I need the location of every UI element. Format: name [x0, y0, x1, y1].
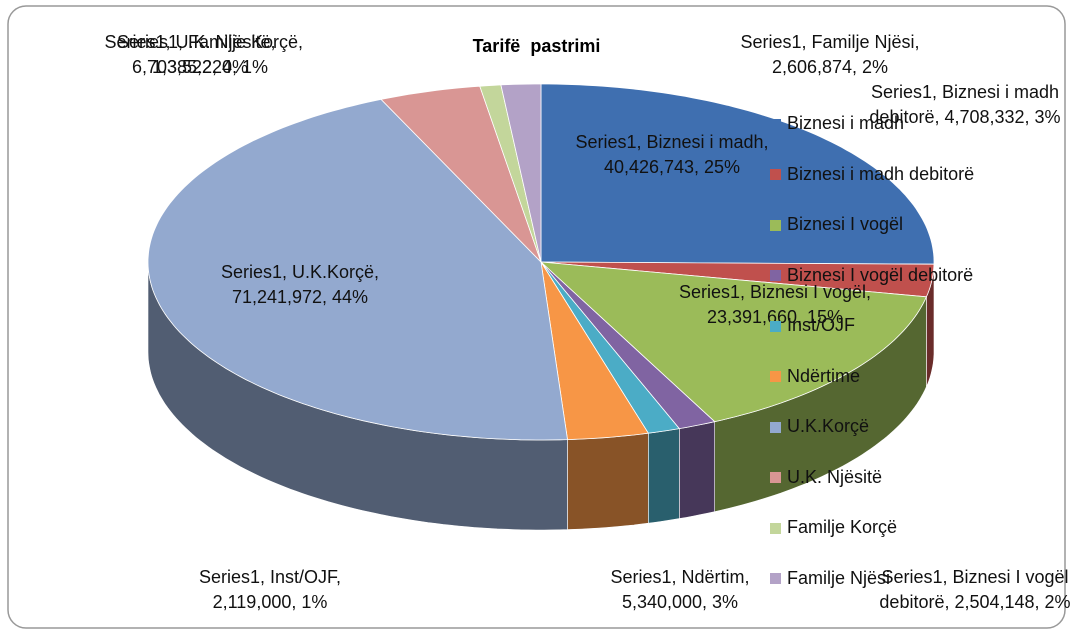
legend-swatch — [770, 118, 781, 130]
slice — [540, 83, 935, 265]
legend-swatch — [770, 573, 781, 585]
legend-swatch — [770, 169, 781, 181]
legend-item: Biznesi i madh — [770, 113, 904, 134]
legend-label: Ndërtime — [787, 365, 861, 386]
data-label: Series1, U.K. Njësitë, 6,703,522, 4% — [104, 32, 276, 77]
data-label: Series1, Inst/OJF, 2,119,000, 1% — [198, 567, 342, 612]
legend-item: Inst/OJF — [770, 315, 855, 336]
data-label: Series1, Biznesi I vogël debitorë, 2,504… — [879, 567, 1071, 612]
legend-swatch — [770, 270, 781, 282]
legend-label: Biznesi i madh — [787, 113, 905, 133]
legend-label: U.K.Korçë — [787, 416, 870, 436]
slice — [540, 261, 649, 441]
legend-label: Familje Njësi — [787, 567, 891, 588]
legend-label: Biznesi i madh debitorë — [787, 163, 975, 184]
legend-item: Biznesi i madh debitorë — [770, 164, 974, 185]
legend-label: Biznesi I vogël debitorë — [787, 264, 974, 285]
slice — [500, 83, 542, 263]
data-label: Series1, Biznesi i madh debitorë, 4,708,… — [869, 82, 1061, 127]
slice — [147, 98, 568, 441]
legend-swatch — [770, 219, 781, 231]
legend-item: U.K.Korçë — [770, 416, 869, 437]
legend-label: Inst/OJF — [787, 315, 856, 335]
legend-swatch — [770, 522, 781, 534]
legend-swatch — [770, 472, 781, 484]
data-label: Series1, Biznesi i madh, 40,426,743, 25% — [575, 132, 769, 177]
slice-side — [648, 428, 680, 524]
legend-item: Ndërtime — [770, 366, 860, 387]
slice — [540, 261, 681, 434]
slice-side — [567, 432, 649, 530]
legend-label: Familje Korçë — [787, 517, 898, 537]
legend-item: Biznesi I vogël — [770, 214, 903, 235]
slice-side — [679, 421, 715, 519]
legend-swatch — [770, 371, 781, 383]
data-label: Series1, Familje Njësi, 2,606,874, 2% — [740, 32, 920, 77]
chart-title: Tarifë pastrimi — [472, 36, 601, 56]
data-label: Series1, U.K.Korçë, 71,241,972, 44% — [220, 262, 380, 307]
data-label: Series1, Ndërtim, 5,340,000, 3% — [610, 567, 750, 612]
legend-item: Biznesi I vogël debitorë — [770, 265, 973, 286]
legend-item: Familje Korçë — [770, 517, 897, 538]
legend-label: U.K. Njësitë — [787, 466, 883, 487]
legend-label: Biznesi I vogël — [787, 214, 904, 234]
legend-swatch — [770, 320, 781, 332]
slice — [540, 261, 716, 430]
legend-item: Familje Njësi — [770, 568, 890, 589]
data-label: Series1, Biznesi I vogël, 23,391,660, 15… — [678, 282, 872, 327]
legend-swatch — [770, 421, 781, 433]
legend-item: U.K. Njësitë — [770, 467, 882, 488]
slice — [380, 85, 542, 263]
slice — [539, 261, 927, 423]
data-label: Series1, Familje Korçë, 1,385,220, 1% — [116, 32, 304, 77]
